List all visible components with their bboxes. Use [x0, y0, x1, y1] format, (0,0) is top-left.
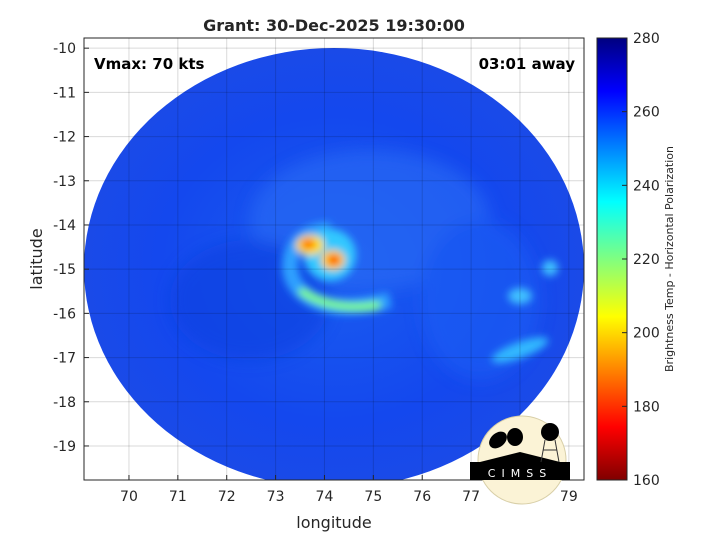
brightness-image: [84, 48, 584, 480]
cimss-logo: CIMSS: [470, 415, 570, 505]
svg-text:CIMSS: CIMSS: [488, 467, 552, 480]
colorbar-label: Brightness Temp - Horizontal Polarizatio…: [663, 146, 676, 372]
x-tick-label: 74: [316, 489, 334, 505]
time-away-annotation: 03:01 away: [479, 55, 576, 73]
x-tick-label: 79: [560, 489, 578, 505]
grid: [84, 38, 584, 480]
colorbar-tick-label: 240: [633, 178, 660, 194]
x-tick-label: 76: [413, 489, 431, 505]
y-tick-label: -17: [53, 351, 76, 367]
y-tick-label: -12: [53, 130, 76, 146]
x-axis-label: longitude: [296, 513, 371, 532]
x-tick-label: 72: [218, 489, 236, 505]
colorbar-tick-label: 220: [633, 252, 660, 268]
y-tick-label: -16: [53, 306, 76, 322]
chart-title: Grant: 30-Dec-2025 19:30:00: [203, 16, 465, 35]
x-tick-label: 71: [169, 489, 187, 505]
y-tick-label: -19: [53, 439, 76, 455]
x-tick-label: 77: [462, 489, 480, 505]
y-tick-label: -11: [53, 85, 76, 101]
axes-box: [83, 37, 585, 481]
y-tick-label: -14: [53, 218, 76, 234]
colorbar-tick-label: 260: [633, 105, 660, 121]
colorbar-tick-label: 180: [633, 399, 660, 415]
y-ticks: -10 -11 -12 -13 -14 -15 -16 -17 -18 -19: [53, 41, 89, 455]
colorbar-tick-label: 200: [633, 326, 660, 342]
x-tick-label: 73: [267, 489, 285, 505]
y-tick-label: -18: [53, 395, 76, 411]
y-tick-label: -13: [53, 174, 76, 190]
colorbar-tick-label: 160: [633, 473, 660, 489]
vmax-annotation: Vmax: 70 kts: [94, 55, 204, 73]
y-tick-label: -15: [53, 262, 76, 278]
y-tick-label: -10: [53, 41, 76, 57]
colorbar-tick-label: 280: [633, 31, 660, 47]
x-ticks: 70717273747576777879: [120, 475, 578, 505]
x-tick-label: 70: [120, 489, 138, 505]
y-axis-label: latitude: [27, 228, 46, 289]
colorbar-ticks: 160 180 200 220 240 260 280: [622, 31, 660, 489]
x-tick-label: 75: [364, 489, 382, 505]
